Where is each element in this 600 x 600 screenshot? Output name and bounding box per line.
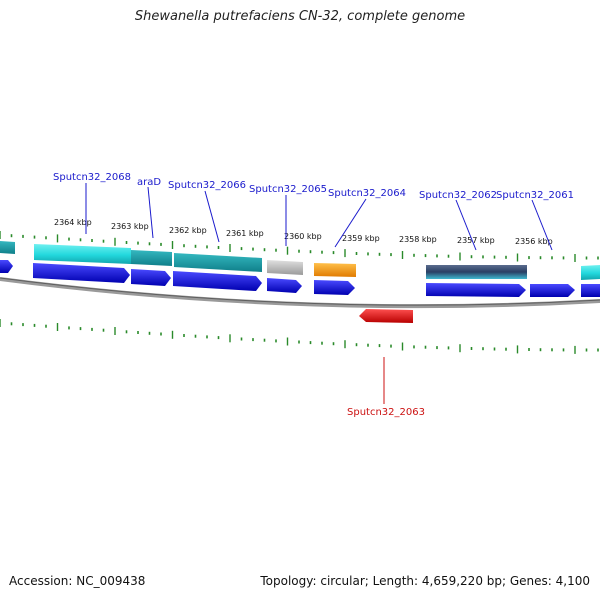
leader-sputcn32-2062 — [455, 199, 477, 251]
upper-tick-track — [0, 231, 599, 262]
cds-arrow-sputcn32-2062 — [426, 283, 526, 297]
genome-summary: Topology: circular; Length: 4,659,220 bp… — [260, 574, 590, 588]
cds-arrow-sputcn32-2061 — [530, 284, 575, 297]
genome-backbone-highlight — [0, 277, 600, 306]
gene-label-sputcn32-2064: Sputcn32_2064 — [328, 188, 406, 199]
kbp-scale: 2364 kbp 2363 kbp 2362 kbp 2361 kbp 2360… — [54, 218, 553, 246]
kbp-label: 2362 kbp — [169, 226, 207, 235]
feature-band-arad — [131, 250, 172, 266]
leader-arad — [147, 186, 154, 239]
feature-band-sputcn32-2068 — [34, 244, 131, 264]
leader-sputcn32-2066 — [204, 190, 220, 243]
kbp-label: 2358 kbp — [399, 235, 437, 244]
gene-label-arad: araD — [137, 177, 161, 188]
gene-label-sputcn32-2062: Sputcn32_2062 — [419, 190, 497, 201]
feature-band-track — [0, 241, 600, 280]
kbp-label: 2361 kbp — [226, 229, 264, 238]
feature-band-right-edge — [581, 265, 600, 280]
forward-strand-track — [0, 260, 600, 297]
genome-backbone — [0, 277, 600, 309]
lower-tick-track — [0, 319, 599, 354]
cds-arrow-sputcn32-2063 — [359, 309, 413, 323]
cds-arrow-arad — [131, 269, 171, 286]
feature-band-sputcn32-2062 — [426, 265, 527, 279]
kbp-label: 2363 kbp — [111, 222, 149, 231]
feature-band-sputcn32-2064 — [314, 263, 356, 277]
gene-label-sputcn32-2063: Sputcn32_2063 — [347, 407, 425, 418]
feature-band-left-edge — [0, 241, 15, 254]
kbp-label: 2356 kbp — [515, 237, 553, 246]
cds-arrow-right-edge — [581, 284, 600, 297]
gene-label-leaders — [85, 183, 553, 404]
gene-label-sputcn32-2065: Sputcn32_2065 — [249, 184, 327, 195]
cds-arrow-sputcn32-2066 — [173, 271, 262, 291]
gene-label-sputcn32-2068: Sputcn32_2068 — [53, 172, 131, 183]
gene-label-sputcn32-2061: Sputcn32_2061 — [496, 190, 574, 201]
feature-band-sputcn32-2066 — [174, 253, 262, 272]
kbp-label: 2359 kbp — [342, 234, 380, 243]
kbp-label: 2360 kbp — [284, 232, 322, 241]
kbp-label: 2364 kbp — [54, 218, 92, 227]
kbp-label: 2357 kbp — [457, 236, 495, 245]
cds-arrow-sputcn32-2065 — [267, 278, 302, 293]
map-title: Shewanella putrefaciens CN-32, complete … — [134, 9, 466, 24]
cds-arrow-sputcn32-2068 — [33, 263, 130, 283]
cds-arrow-sputcn32-2064 — [314, 280, 355, 295]
leader-sputcn32-2064 — [334, 198, 367, 248]
leader-sputcn32-2061 — [531, 199, 553, 251]
feature-band-sputcn32-2065 — [267, 260, 303, 275]
gene-label-sputcn32-2066: Sputcn32_2066 — [168, 180, 246, 191]
gene-labels: Sputcn32_2068 araD Sputcn32_2066 Sputcn3… — [53, 172, 574, 418]
accession-label: Accession: NC_009438 — [9, 574, 146, 588]
cds-arrow-left-edge — [0, 260, 13, 273]
